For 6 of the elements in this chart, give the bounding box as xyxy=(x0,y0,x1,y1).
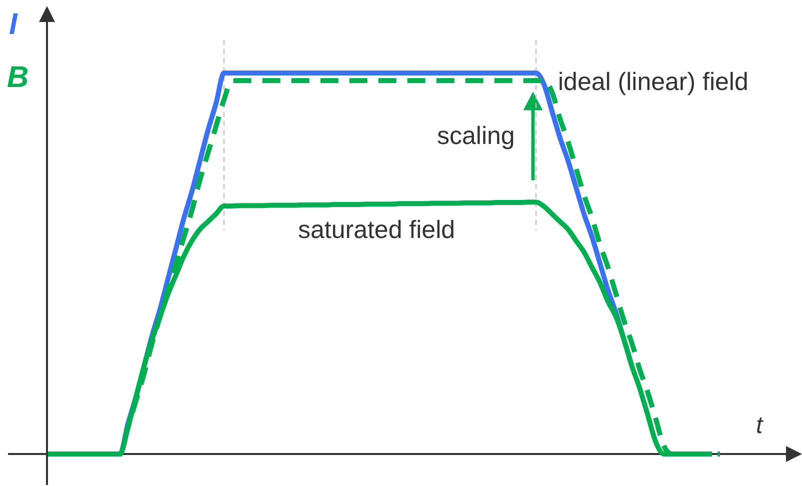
y-axis-title: B xyxy=(7,61,29,94)
series-label: ideal (linear) field xyxy=(558,68,748,96)
text: I xyxy=(9,8,18,41)
annotation: scaling xyxy=(437,122,515,150)
x-axis-title: t xyxy=(756,412,764,439)
series-label: saturated field xyxy=(298,216,456,244)
